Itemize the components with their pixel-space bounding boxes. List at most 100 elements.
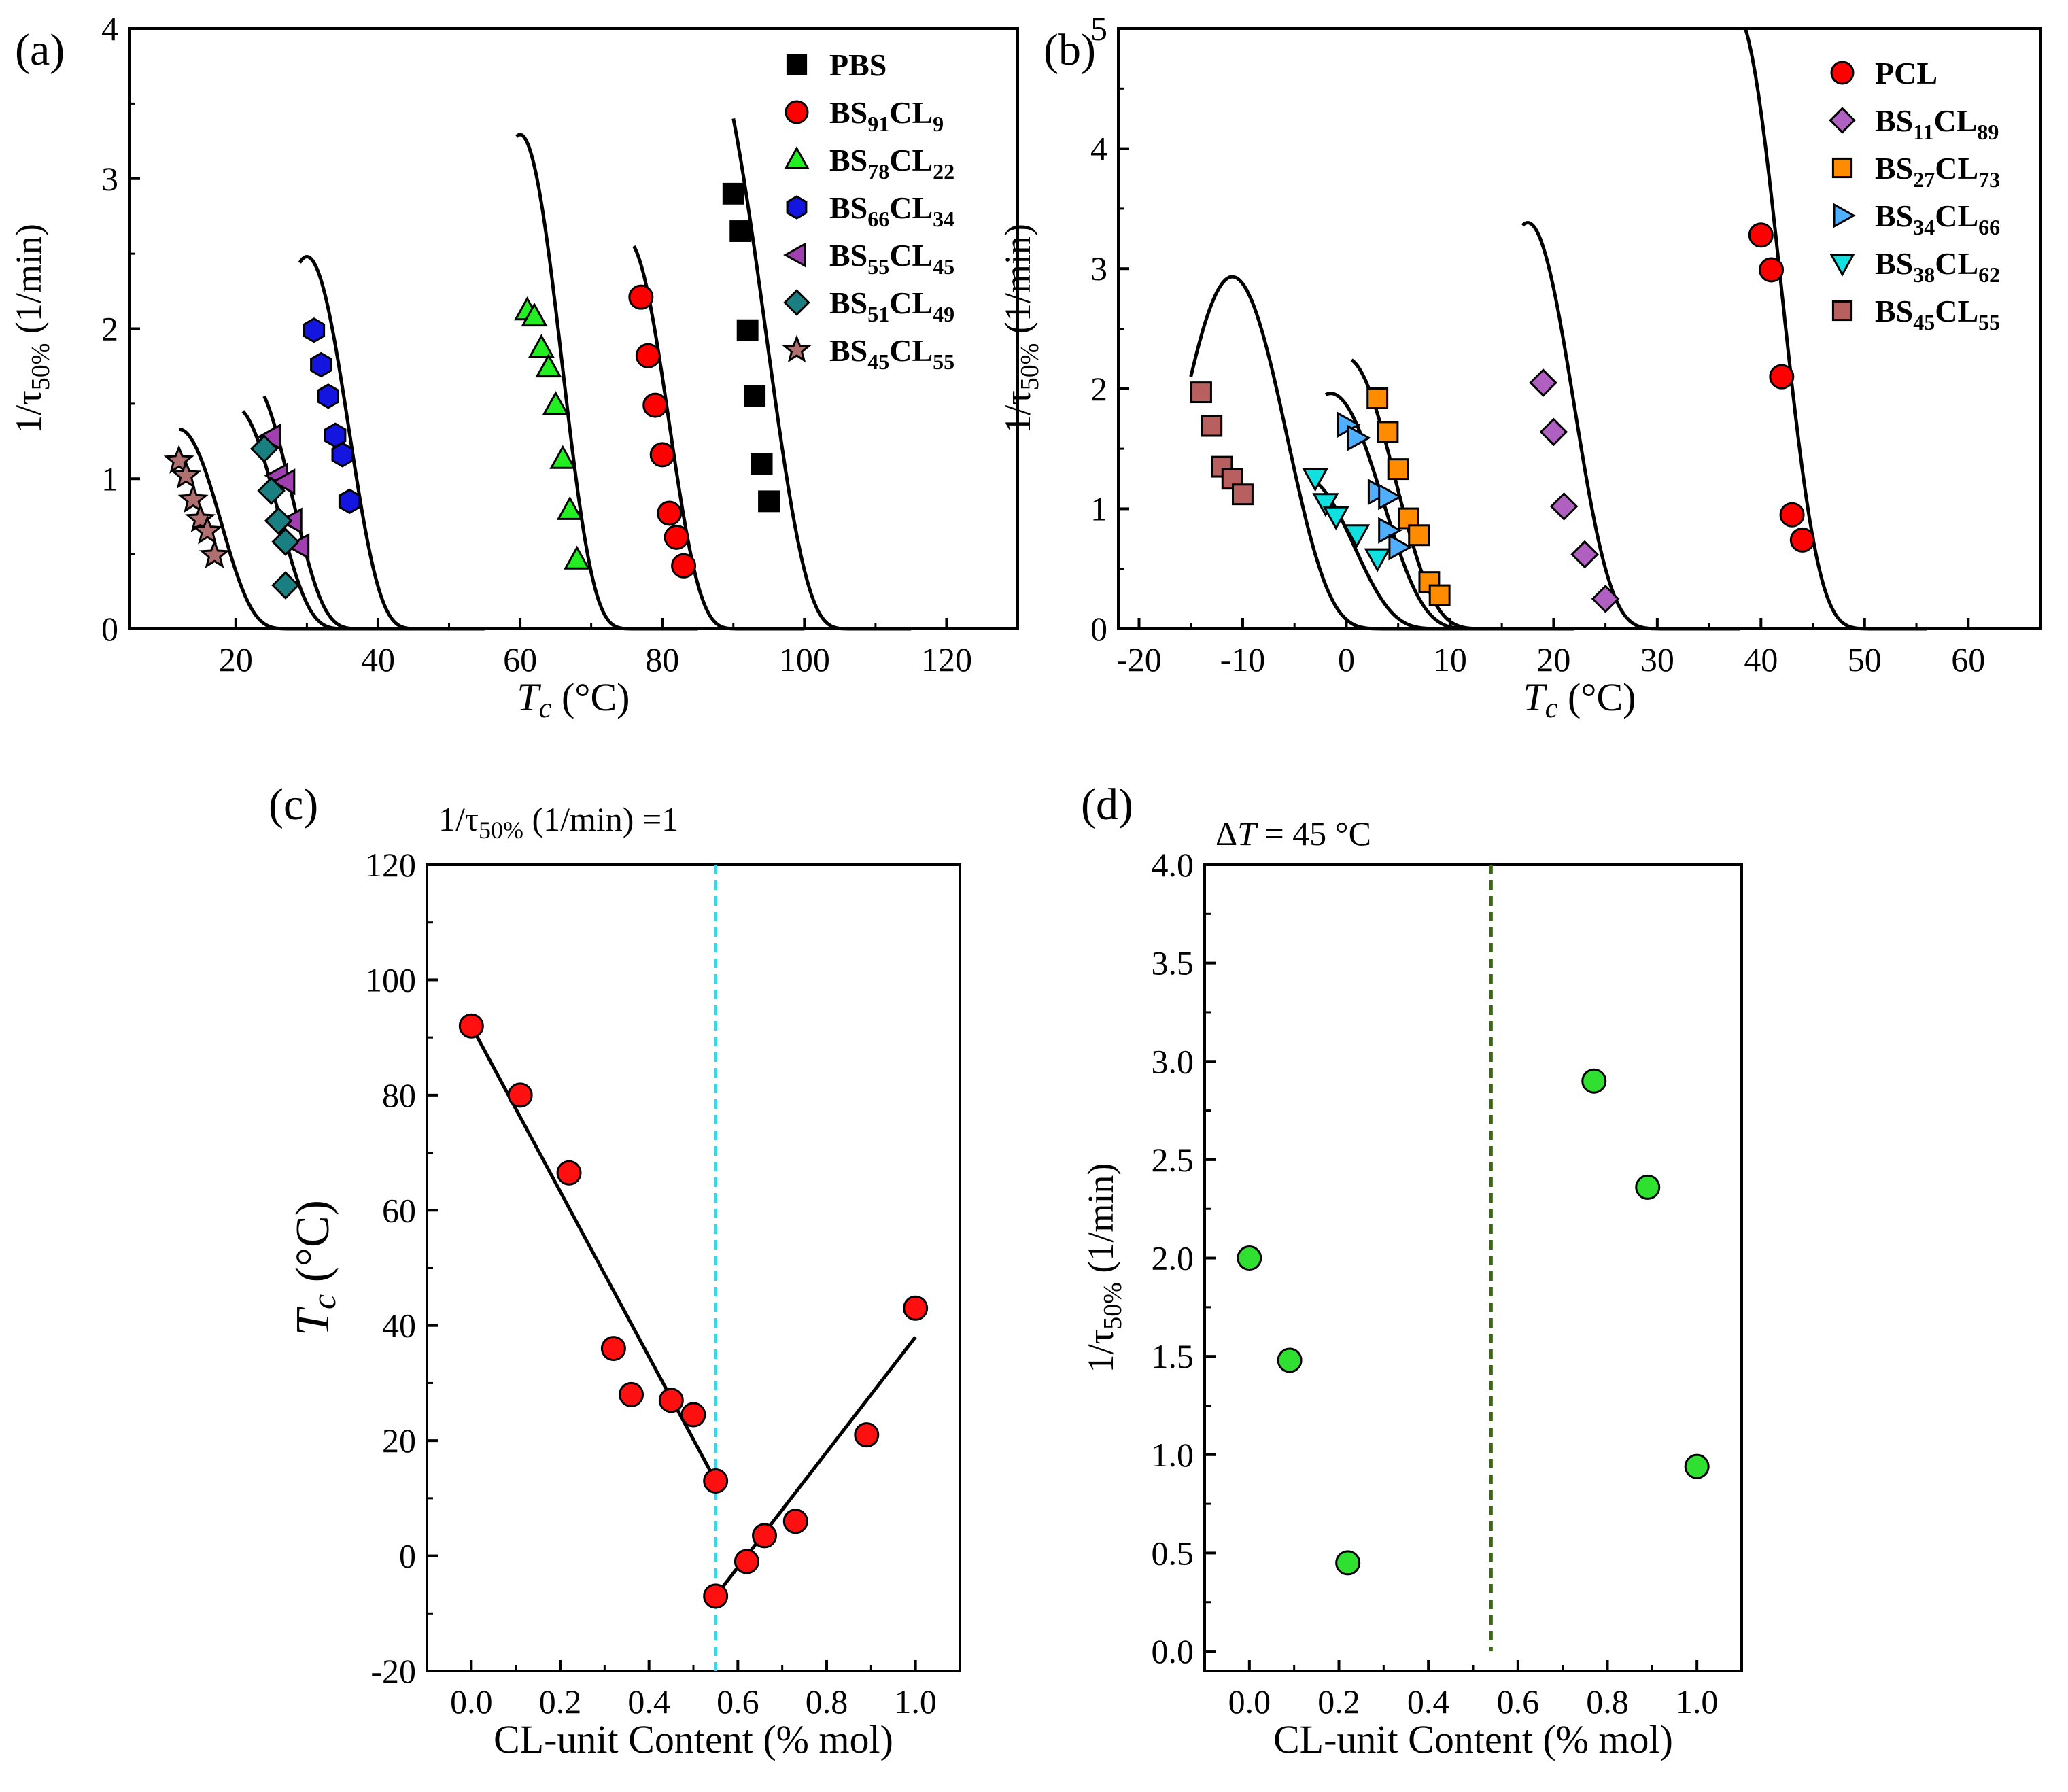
data-point-bs51cl49 xyxy=(271,571,300,600)
y-tick-label: 80 xyxy=(382,1076,416,1114)
data-point-bs45cl55 xyxy=(1232,483,1254,506)
y-tick-label: 120 xyxy=(365,846,416,884)
fit-curve-bs91cl9 xyxy=(632,245,805,631)
data-point-pbs xyxy=(751,453,773,475)
data-point xyxy=(1335,1550,1361,1576)
data-point-bs45cl55 xyxy=(1201,415,1223,437)
data-point-bs55cl45 xyxy=(271,468,296,496)
data-point-bs78cl22 xyxy=(521,302,548,327)
data-point xyxy=(458,1013,484,1039)
x-tick-label: 0.4 xyxy=(1407,1683,1450,1721)
fit-curve-pbs xyxy=(731,118,912,631)
x-axis-title: CL-unit Content (% mol) xyxy=(494,1717,893,1761)
x-tick-label: 50 xyxy=(1848,640,1882,678)
panel-label-d: (d) xyxy=(1081,780,1133,829)
data-point xyxy=(854,1422,880,1448)
data-point-bs38cl62 xyxy=(1364,548,1391,572)
data-point-bs27cl73 xyxy=(1387,458,1409,481)
chart-title: ΔT = 45 °C xyxy=(1216,814,1371,852)
data-point-bs66cl34 xyxy=(303,317,326,343)
x-tick-label: 80 xyxy=(645,640,679,678)
legend-marker xyxy=(786,54,808,75)
data-point-bs45cl55 xyxy=(199,539,230,568)
x-tick-label: 0.8 xyxy=(806,1683,848,1721)
data-point-pbs xyxy=(744,385,766,407)
data-point-bs91cl9 xyxy=(628,284,654,310)
data-point-bs45cl55 xyxy=(185,503,216,533)
y-tick-label: 3.5 xyxy=(1152,944,1194,982)
fit-curve-bs45cl55 xyxy=(179,427,350,631)
y-tick-label: 1 xyxy=(101,460,118,498)
data-point-bs27cl73 xyxy=(1366,387,1389,409)
data-point xyxy=(680,1402,706,1428)
legend-entry-label: BS66CL34 xyxy=(829,190,954,231)
data-point-bs45cl55 xyxy=(1190,381,1212,404)
x-tick-label: 120 xyxy=(921,640,972,678)
legend-entry-label: BS45CL55 xyxy=(829,333,954,374)
legend-entry-label: PCL xyxy=(1875,56,1937,90)
x-tick-label: 20 xyxy=(1536,640,1570,678)
x-tick-label: 100 xyxy=(779,640,830,678)
y-tick-label: 3.0 xyxy=(1152,1042,1194,1080)
x-tick-label: 60 xyxy=(503,640,537,678)
data-point xyxy=(782,1509,808,1534)
fit-curve-bs78cl22 xyxy=(515,133,698,631)
y-tick-label: 2 xyxy=(1090,370,1107,408)
fit-curve-bs38cl62 xyxy=(1309,477,1533,631)
plot-frame xyxy=(1203,863,1743,1672)
data-point xyxy=(556,1160,582,1186)
x-tick-label: 0 xyxy=(1338,640,1355,678)
data-point-bs78cl22 xyxy=(535,353,562,378)
y-tick-label: 3 xyxy=(1090,249,1107,288)
data-point-pcl xyxy=(1779,502,1805,528)
x-tick-label: 0.2 xyxy=(1317,1683,1360,1721)
data-point-bs34cl66 xyxy=(1388,534,1413,561)
data-point-bs45cl55 xyxy=(163,445,194,474)
data-point-bs51cl49 xyxy=(264,506,293,535)
x-tick-label: 40 xyxy=(1744,640,1778,678)
chart-title: 1/τ50% (1/min) =1 xyxy=(438,800,678,844)
fit-curve-pcl xyxy=(1744,28,1927,631)
legend-marker xyxy=(784,146,810,169)
y-tick-label: 0.0 xyxy=(1152,1632,1194,1670)
legend-marker xyxy=(1829,254,1855,277)
x-tick-label: 1.0 xyxy=(894,1683,937,1721)
y-tick-label: 40 xyxy=(382,1307,416,1345)
y-axis-title: Tc (°C) xyxy=(287,1200,343,1336)
x-tick-label: 30 xyxy=(1640,640,1674,678)
x-tick-label: 10 xyxy=(1433,640,1467,678)
fit-curve-bs45cl55 xyxy=(1189,275,1471,631)
data-point-bs78cl22 xyxy=(564,545,591,570)
y-tick-label: 3 xyxy=(101,160,118,198)
plot-frame xyxy=(426,863,961,1672)
data-point-bs66cl34 xyxy=(338,488,361,515)
data-point-bs78cl22 xyxy=(528,334,555,358)
x-tick-label: 60 xyxy=(1951,640,1985,678)
y-tick-label: 1.5 xyxy=(1152,1337,1194,1375)
legend-marker xyxy=(783,289,810,316)
data-point-bs38cl62 xyxy=(1322,506,1349,530)
x-axis-title: Tc (°C) xyxy=(1523,675,1636,724)
data-point-bs91cl9 xyxy=(671,553,697,579)
y-axis-title: 1/τ50% (1/min) xyxy=(1080,1163,1127,1373)
data-point-bs51cl49 xyxy=(249,434,279,463)
fit-curve-bs11cl89 xyxy=(1521,220,1740,631)
data-point-bs27cl73 xyxy=(1377,421,1399,443)
y-tick-label: 0.5 xyxy=(1152,1534,1194,1572)
legend-marker xyxy=(1831,157,1853,179)
data-point-pbs xyxy=(729,220,752,242)
data-point xyxy=(703,1583,729,1609)
y-tick-label: 100 xyxy=(365,961,416,999)
legend-marker xyxy=(783,242,806,268)
y-tick-label: 5 xyxy=(1090,10,1107,48)
x-tick-label: 0.2 xyxy=(539,1683,582,1721)
data-point-pbs xyxy=(722,182,744,205)
x-tick-label: 40 xyxy=(361,640,395,678)
data-point xyxy=(1684,1453,1710,1479)
data-point xyxy=(903,1295,929,1321)
y-tick-label: 2 xyxy=(101,310,118,348)
data-point-bs45cl55 xyxy=(171,460,202,489)
panel-label-b: (b) xyxy=(1044,25,1096,75)
y-tick-label: -20 xyxy=(370,1652,416,1690)
legend-entry-label: BS38CL62 xyxy=(1875,246,2000,287)
